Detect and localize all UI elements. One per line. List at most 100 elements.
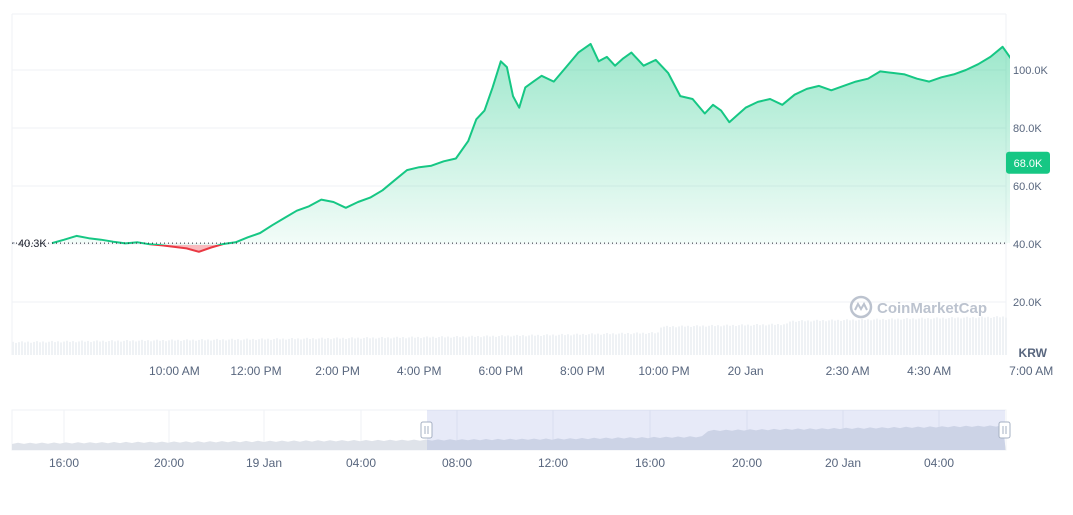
volume-bar [309, 339, 311, 355]
volume-bar [18, 342, 20, 355]
current-price-label: 68.0K [1014, 158, 1043, 170]
volume-bar [363, 337, 365, 355]
volume-bar [864, 320, 866, 355]
volume-bar [927, 317, 929, 355]
volume-bar [618, 333, 620, 355]
baseline-label: · 40.3K [12, 237, 47, 250]
volume-bar [69, 341, 71, 355]
volume-bar [258, 339, 260, 355]
x-tick-label: 10:00 PM [638, 364, 689, 378]
volume-bar [525, 336, 527, 355]
volume-bar [111, 340, 113, 355]
volume-bar [957, 317, 959, 355]
volume-bar [384, 338, 386, 355]
volume-bar [651, 332, 653, 355]
volume-bar [528, 335, 530, 355]
volume-bar [381, 336, 383, 355]
volume-bar [849, 320, 851, 355]
volume-bar [33, 341, 35, 355]
volume-bar [543, 335, 545, 355]
volume-bar [486, 335, 488, 355]
volume-bar [990, 317, 992, 355]
volume-bar [321, 337, 323, 355]
navigator-right-handle[interactable] [998, 421, 1011, 439]
volume-bar [318, 338, 320, 355]
volume-bar [441, 336, 443, 355]
volume-bar [75, 342, 77, 355]
volume-bar [66, 340, 68, 355]
volume-bar [885, 320, 887, 355]
volume-bar [870, 320, 872, 355]
volume-bar [984, 317, 986, 355]
volume-bar [717, 325, 719, 355]
volume-bar [180, 340, 182, 355]
volume-bar [807, 320, 809, 355]
volume-bar [753, 324, 755, 355]
volume-bar [279, 339, 281, 355]
volume-bar [513, 335, 515, 355]
volume-bar [897, 318, 899, 355]
volume-bar [78, 341, 80, 355]
volume-bar [165, 341, 167, 355]
volume-bar [168, 340, 170, 355]
volume-bar [582, 333, 584, 355]
volume-bar [894, 319, 896, 355]
volume-bar [159, 340, 161, 355]
volume-bar [522, 335, 524, 355]
volume-bar [60, 342, 62, 355]
volume-bar [693, 326, 695, 355]
volume-bar [504, 336, 506, 355]
volume-bar [933, 318, 935, 355]
volume-bar [54, 342, 56, 355]
volume-bar [516, 334, 518, 355]
volume-bar [426, 336, 428, 355]
volume-bar [177, 339, 179, 355]
volume-bar [477, 336, 479, 355]
volume-bar [798, 320, 800, 355]
volume-bar [450, 337, 452, 355]
volume-bar [48, 341, 50, 355]
volume-bar [744, 325, 746, 355]
volume-bar [789, 321, 791, 355]
range-navigator[interactable]: 16:00 20:00 19 Jan 04:00 08:00 12:00 16:00 20:0… [11, 409, 1011, 470]
volume-bar [375, 338, 377, 355]
volume-bar [624, 333, 626, 355]
volume-bar [834, 320, 836, 355]
volume-bar [945, 318, 947, 355]
volume-bar [801, 320, 803, 355]
x-tick-label: 4:30 AM [907, 364, 951, 378]
volume-bar [552, 334, 554, 355]
volume-bar [813, 320, 815, 355]
volume-bar [156, 339, 158, 355]
volume-bar [195, 340, 197, 355]
volume-bar [87, 340, 89, 355]
volume-bar [630, 334, 632, 355]
volume-bar [573, 334, 575, 355]
volume-bar [285, 339, 287, 355]
volume-bar [837, 319, 839, 355]
volume-bar [603, 333, 605, 355]
volume-bar [639, 333, 641, 355]
volume-bar [495, 336, 497, 355]
svg-text:·: · [12, 237, 16, 249]
navigator-selected-range[interactable] [427, 410, 1005, 450]
y-tick-label: 100.0K [1013, 65, 1049, 77]
volume-bar [996, 316, 998, 355]
volume-bar [672, 326, 674, 355]
volume-bar [12, 341, 14, 355]
volume-bar [396, 336, 398, 355]
volume-bar [96, 340, 98, 355]
volume-bar [636, 332, 638, 355]
volume-bar [708, 325, 710, 355]
volume-bar [183, 340, 185, 355]
x-tick-label: 7:00 AM [1009, 364, 1053, 378]
volume-bar [162, 339, 164, 355]
volume-bar [249, 339, 251, 355]
volume-bar [591, 333, 593, 355]
navigator-left-handle[interactable] [420, 421, 433, 439]
volume-bar [879, 319, 881, 355]
volume-bar [942, 317, 944, 355]
volume-bar [387, 337, 389, 355]
volume-bar [243, 339, 245, 355]
